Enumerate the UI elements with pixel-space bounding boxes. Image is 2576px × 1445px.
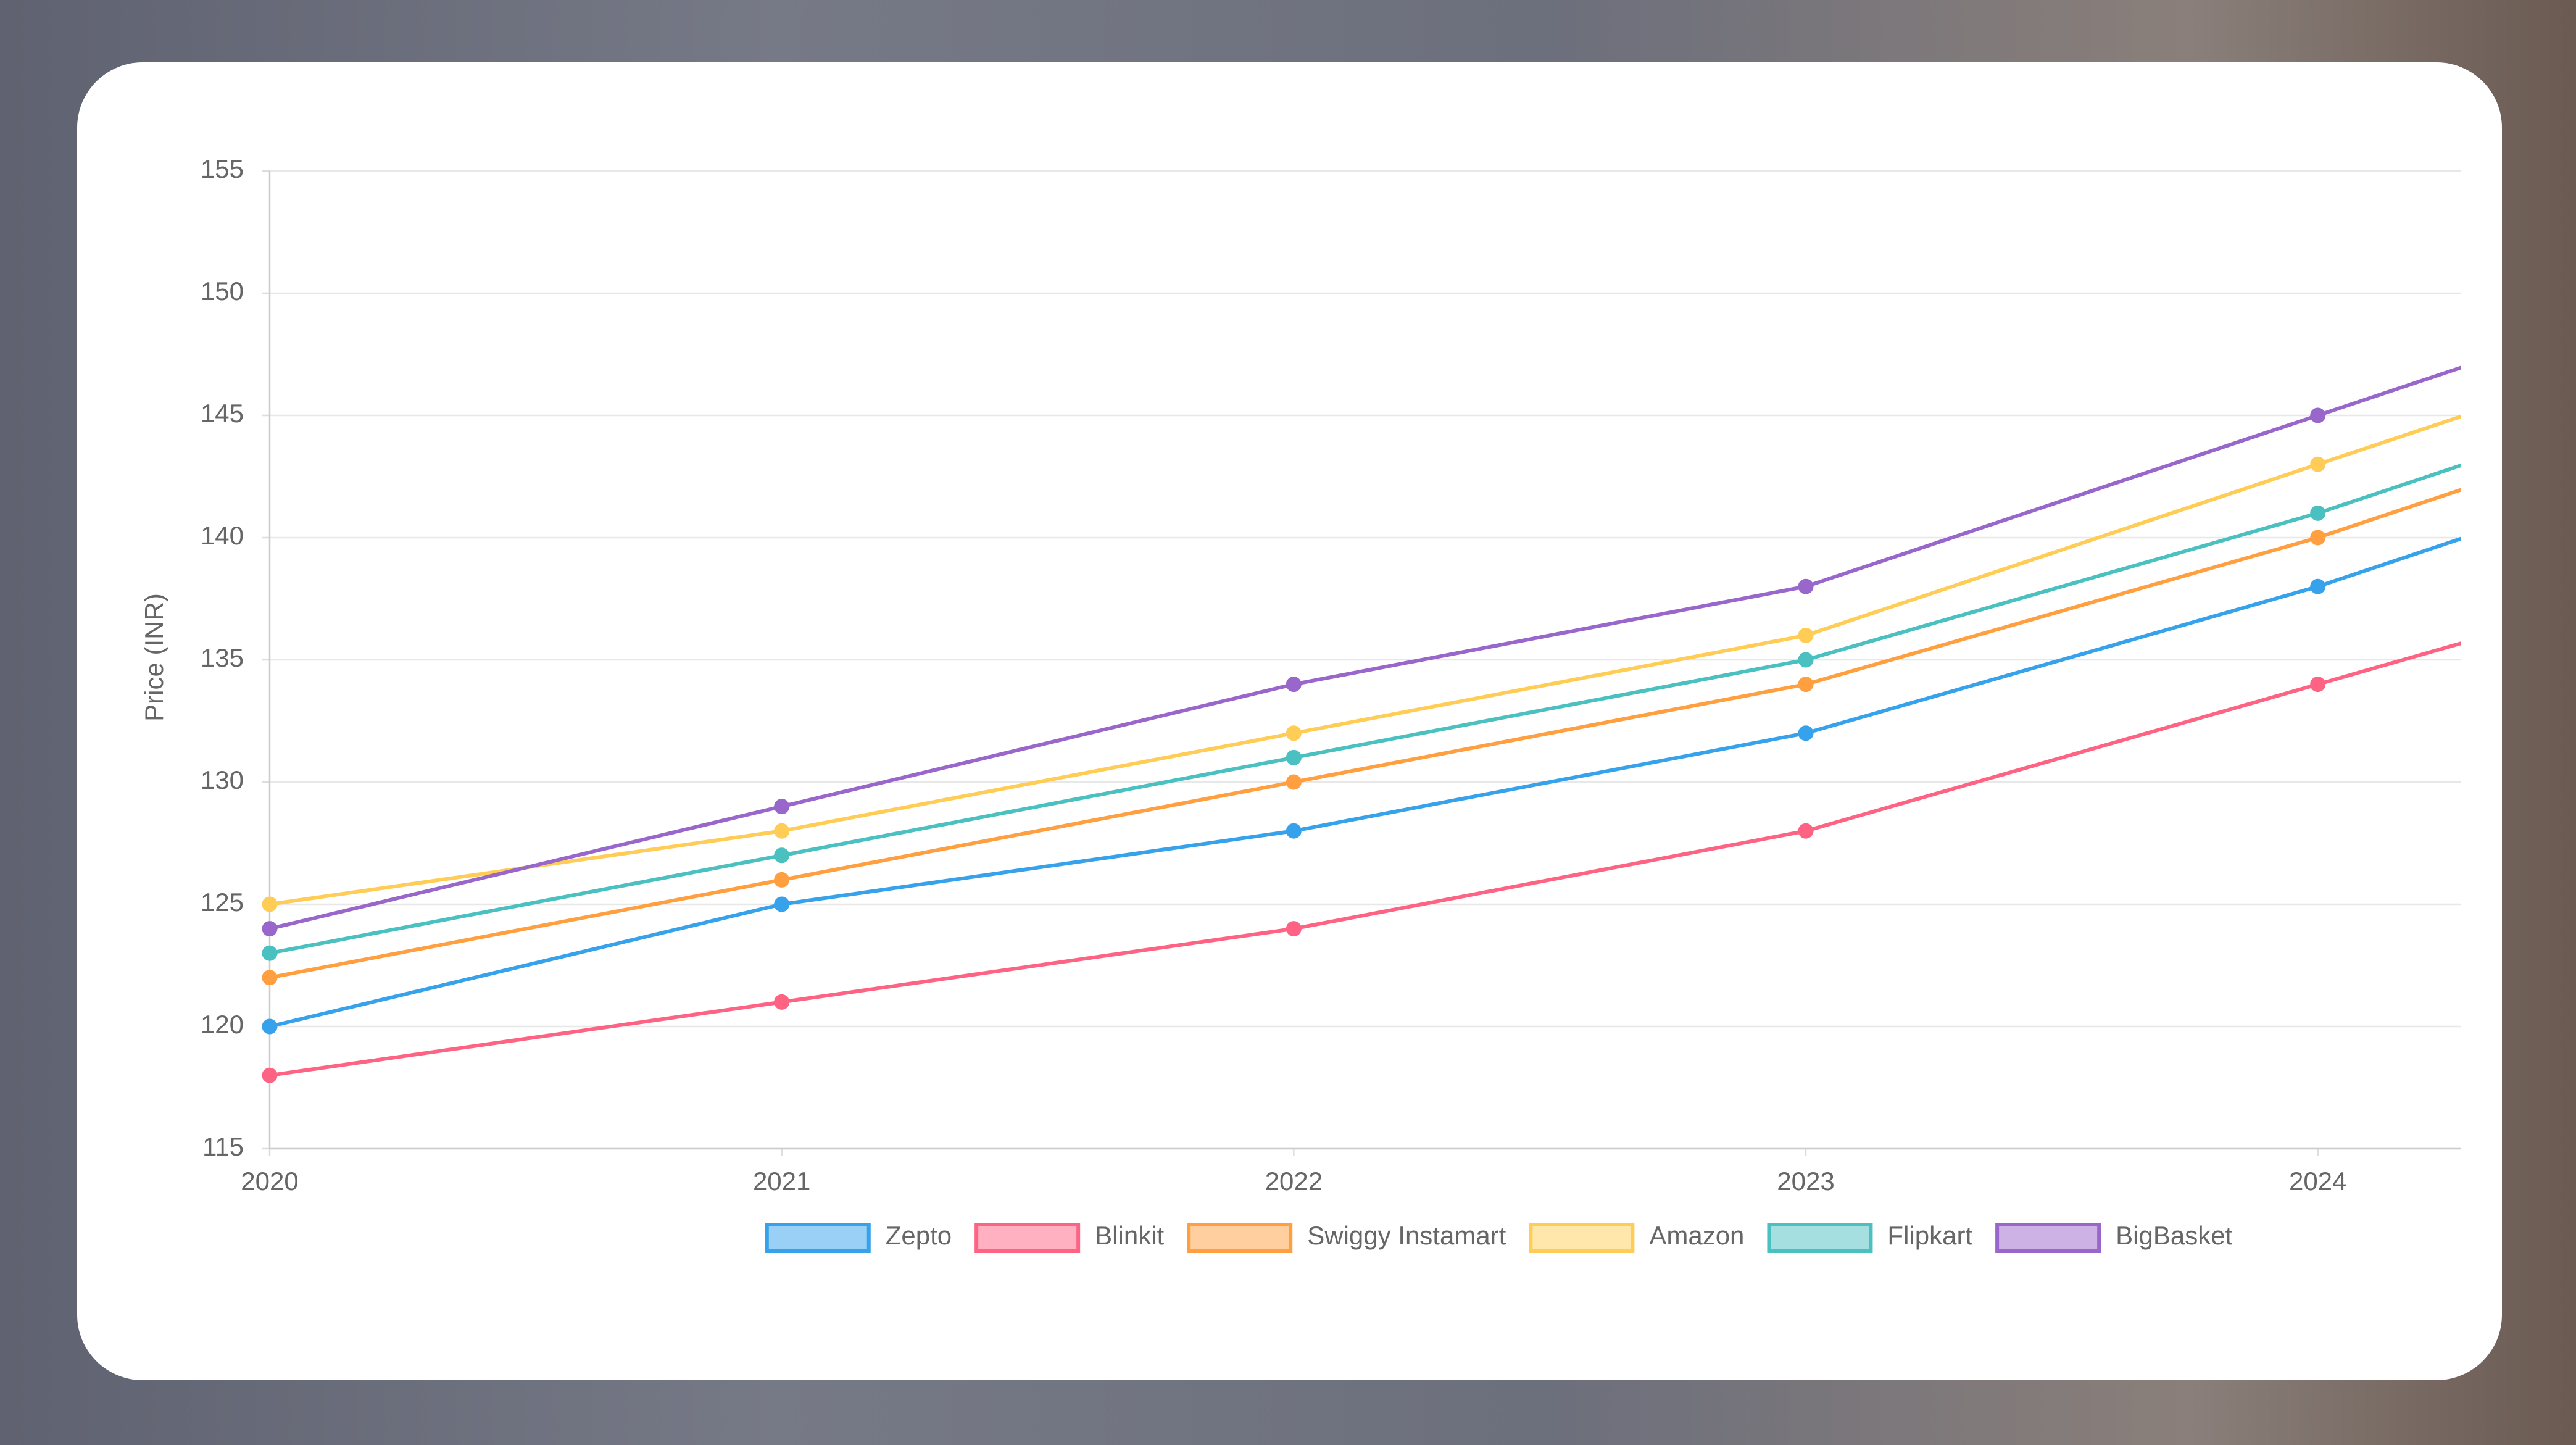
data-point [1286,725,1302,741]
legend-label: BigBasket [2116,1221,2232,1250]
legend-label: Flipkart [1887,1221,1972,1250]
data-point [2310,530,2326,546]
series-line [269,365,2461,931]
data-point [262,970,278,986]
x-tick-label: 2021 [753,1167,810,1196]
data-point [262,1018,278,1035]
data-point [2310,456,2326,472]
data-point [1798,823,1814,839]
data-point [262,945,278,961]
data-point [1798,578,1814,594]
data-point [262,896,278,912]
data-point [2310,677,2326,693]
y-tick-label: 120 [201,1010,244,1039]
legend-swatch [765,1223,871,1253]
data-point [1798,725,1814,741]
y-tick-label: 145 [201,399,244,428]
data-point [1798,652,1814,668]
y-tick-label: 135 [201,643,244,672]
legend: Zepto Blinkit Swiggy Instamart Amazon Flipka… [765,1221,2233,1253]
y-axis-title: Price (INR) [139,593,168,722]
data-point [774,823,790,839]
y-tick-label: 125 [201,888,244,917]
data-point [2310,407,2326,423]
plot-area [262,365,2461,1083]
data-point [774,847,790,864]
data-point [1798,677,1814,693]
x-tick-label: 2020 [241,1167,298,1196]
x-tick-label: 2022 [1265,1167,1323,1196]
data-point [2310,505,2326,521]
data-point [774,872,790,888]
data-point [774,799,790,815]
series-line [269,536,2461,1028]
data-point [262,921,278,937]
data-point [1286,749,1302,765]
y-tick-label: 140 [201,521,244,550]
legend-swatch [974,1223,1081,1253]
x-tick-label: 2024 [2289,1167,2346,1196]
series-line [269,488,2461,980]
data-point [1286,823,1302,839]
legend-swatch [1529,1223,1635,1253]
legend-swatch [1187,1223,1293,1253]
data-point [1798,627,1814,643]
data-point [1286,774,1302,790]
series-line [269,414,2461,906]
x-tick-label: 2023 [1777,1167,1834,1196]
data-point [262,1067,278,1083]
y-tick-label: 115 [202,1132,244,1161]
legend-label: Swiggy Instamart [1307,1221,1506,1250]
data-point [774,994,790,1010]
data-point [774,896,790,912]
series-line [269,463,2461,956]
data-point [2310,578,2326,594]
y-tick-label: 150 [201,277,244,306]
y-tick-label: 155 [201,154,244,183]
data-point [1286,677,1302,693]
data-point [1286,921,1302,937]
legend-swatch [1767,1223,1873,1253]
series-line [269,641,2461,1078]
legend-swatch [1995,1223,2101,1253]
legend-label: Blinkit [1095,1221,1164,1250]
card [77,62,2502,1380]
legend-label: Zepto [886,1221,952,1250]
legend-label: Amazon [1649,1221,1744,1250]
y-tick-label: 130 [201,765,244,794]
